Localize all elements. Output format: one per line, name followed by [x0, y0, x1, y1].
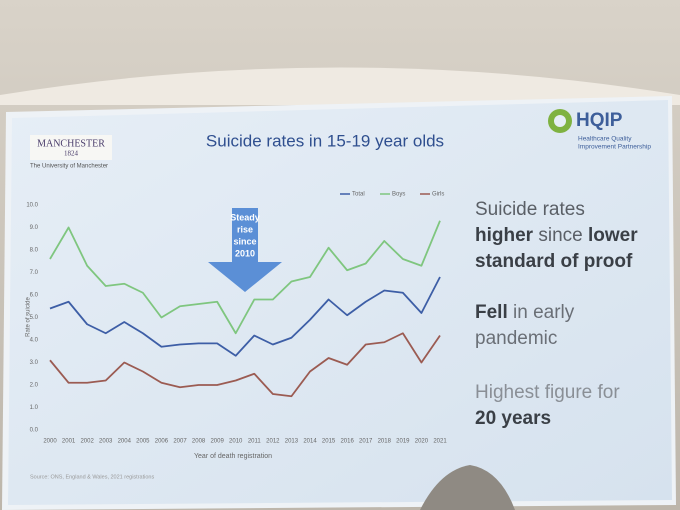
annotation-text: 2010: [235, 248, 255, 258]
y-tick-label: 9.0: [30, 225, 39, 231]
note-line: 20 years: [475, 408, 551, 429]
y-tick-label: 10.0: [26, 203, 38, 209]
y-tick-label: 5.0: [30, 315, 39, 321]
source: Source: ONS, England & Wales, 2021 regis…: [30, 474, 154, 480]
series-line: [49, 332, 441, 398]
legend-label: Girls: [432, 192, 444, 198]
note-segment: lower: [588, 225, 638, 246]
logo-right-sub: Healthcare Quality: [578, 136, 632, 143]
x-tick-label: 2009: [210, 439, 224, 445]
note-segment: Fell: [475, 302, 508, 323]
x-tick-label: 2019: [396, 439, 410, 445]
x-tick-label: 2007: [173, 439, 187, 445]
slide: [8, 100, 672, 505]
note-line: Highest figure for: [475, 382, 620, 403]
y-tick-label: 8.0: [30, 248, 39, 254]
note-line: Fell in early: [475, 302, 575, 323]
x-tick-label: 2011: [248, 439, 262, 445]
x-axis-label: Year of death registration: [194, 453, 272, 460]
x-tick-label: 2005: [136, 439, 150, 445]
logo-right: HQIP: [576, 110, 623, 131]
note-segment: Highest figure for: [475, 382, 620, 403]
x-tick-label: 2021: [433, 439, 447, 445]
x-tick-label: 2004: [118, 439, 132, 445]
x-tick-label: 2015: [322, 439, 336, 445]
legend-label: Boys: [392, 192, 405, 198]
hqip-icon-inner: [554, 115, 566, 127]
note-segment: in early: [508, 302, 575, 323]
audience-head: [420, 465, 515, 510]
y-tick-label: 2.0: [30, 383, 39, 389]
y-tick-label: 4.0: [30, 338, 39, 344]
screen-top: [0, 67, 680, 105]
note-segment: standard of proof: [475, 251, 633, 272]
logo-left-year: 1824: [64, 150, 79, 158]
logo-left: MANCHESTER: [37, 138, 105, 149]
x-tick-label: 2008: [192, 439, 206, 445]
x-tick-label: 2006: [155, 439, 169, 445]
annotation-text: since: [233, 236, 256, 246]
series-line: [49, 276, 441, 357]
x-tick-label: 2020: [415, 439, 429, 445]
y-tick-label: 3.0: [30, 360, 39, 366]
x-tick-label: 2016: [340, 439, 354, 445]
x-tick-label: 2001: [62, 439, 76, 445]
series-line: [49, 220, 441, 335]
annotation-arrow: [208, 208, 282, 292]
annotation-text: Steady: [230, 212, 260, 222]
annotation-text: rise: [237, 224, 253, 234]
logo-left-box: [30, 135, 112, 160]
x-tick-label: 2002: [80, 439, 94, 445]
x-tick-label: 2017: [359, 439, 373, 445]
logo-left-sub: The University of Manchester: [30, 164, 108, 170]
x-tick-label: 2003: [99, 439, 113, 445]
note-segment: Suicide rates: [475, 199, 585, 220]
note-segment: since: [533, 225, 588, 246]
note-line: Suicide rates: [475, 199, 585, 220]
x-tick-label: 2012: [266, 439, 280, 445]
note-segment: 20 years: [475, 408, 551, 429]
logo-right-sub: Improvement Partnership: [578, 144, 651, 151]
note-line: standard of proof: [475, 251, 633, 272]
y-tick-label: 6.0: [30, 293, 39, 299]
note-line: pandemic: [475, 328, 557, 349]
note-segment: pandemic: [475, 328, 557, 349]
x-tick-label: 2010: [229, 439, 243, 445]
chart-title: Suicide rates in 15-19 year olds: [206, 131, 444, 150]
x-tick-label: 2014: [303, 439, 317, 445]
x-tick-label: 2018: [378, 439, 392, 445]
legend-label: Total: [352, 192, 365, 198]
x-tick-label: 2000: [43, 439, 57, 445]
y-tick-label: 0.0: [30, 428, 39, 434]
note-segment: higher: [475, 225, 534, 246]
y-tick-label: 7.0: [30, 270, 39, 276]
y-axis-label: Rate of suicide: [26, 297, 32, 337]
x-tick-label: 2013: [285, 439, 299, 445]
y-tick-label: 1.0: [30, 405, 39, 411]
note-line: higher since lower: [475, 225, 638, 246]
